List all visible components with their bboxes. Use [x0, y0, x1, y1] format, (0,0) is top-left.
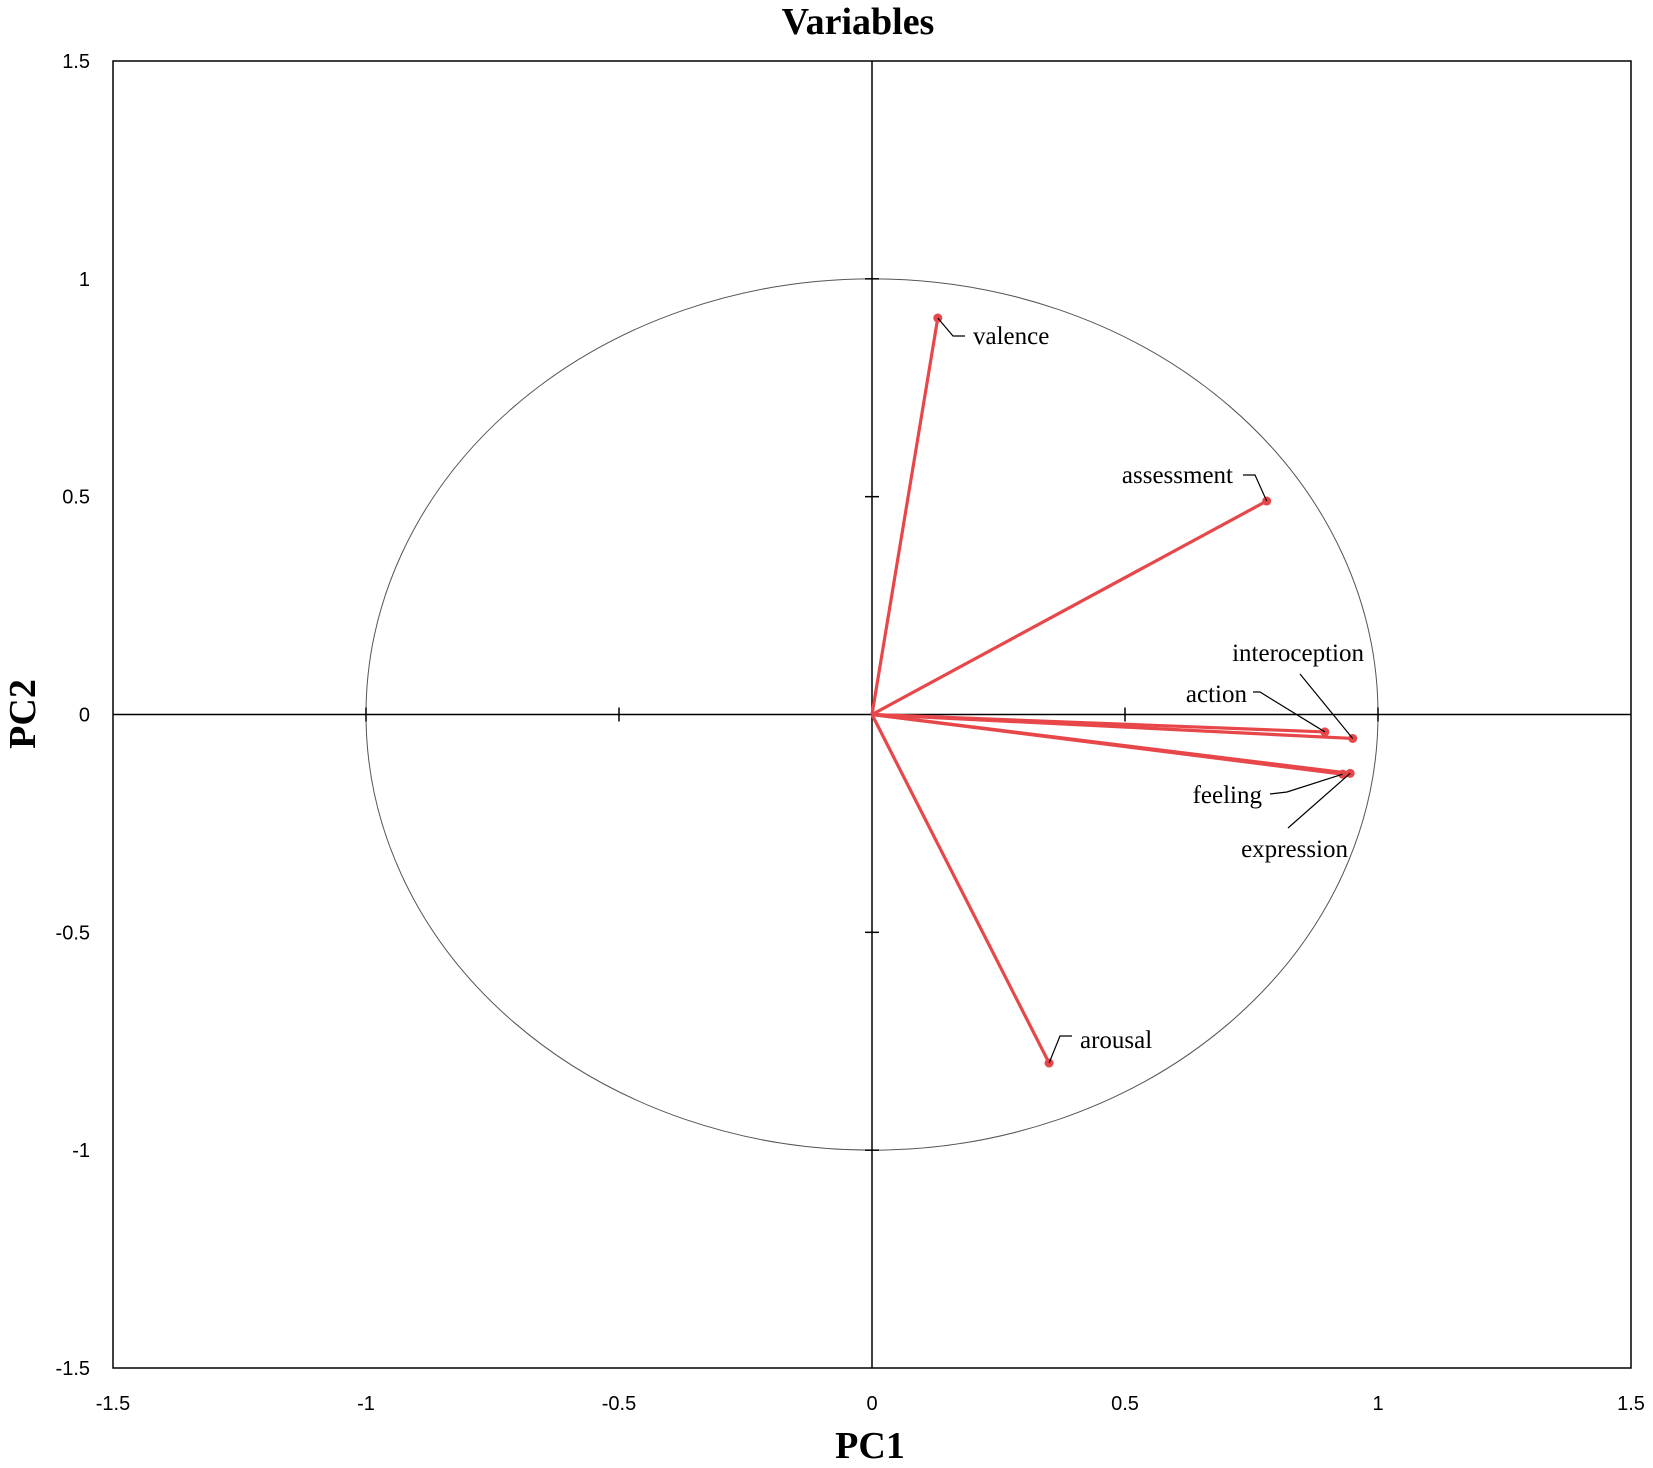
- label-feeling: feeling: [1193, 782, 1263, 809]
- y-axis-title: PC2: [2, 679, 44, 749]
- tick-labels: -1.5 -1 -0.5 0 0.5 1 1.5 -1.5 -1 -0.5 0 0.5 1 1.5: [56, 51, 1645, 1415]
- label-expression: expression: [1241, 836, 1348, 863]
- y-tick-label: 1.5: [62, 51, 90, 73]
- leader-valence: [937, 317, 965, 337]
- vector-valence: [870, 317, 940, 715]
- y-tick-label: 0: [79, 705, 90, 727]
- vector-action: [871, 712, 1325, 734]
- vector-expression: [871, 712, 1351, 775]
- label-assessment: assessment: [1122, 462, 1233, 489]
- y-tick-label: -1: [72, 1140, 90, 1162]
- x-tick-label: -1: [357, 1393, 375, 1415]
- label-valence: valence: [973, 323, 1049, 350]
- x-axis-title: PC1: [835, 1425, 905, 1467]
- x-tick-label: 1: [1372, 1393, 1383, 1415]
- label-interoception: interoception: [1232, 640, 1364, 667]
- variable-vectors: [870, 313, 1358, 1068]
- y-tick-label: -0.5: [56, 922, 90, 944]
- label-action: action: [1186, 681, 1248, 708]
- leader-interoception: [1299, 673, 1354, 739]
- y-tick-label: 1: [79, 269, 90, 291]
- chart-title: Variables: [782, 1, 935, 43]
- variable-labels: valence assessment interoception action feel…: [937, 317, 1364, 1064]
- leader-feeling: [1269, 773, 1343, 795]
- x-tick-label: 0: [866, 1393, 877, 1415]
- x-tick-label: 1.5: [1617, 1393, 1645, 1415]
- x-tick-label: 0.5: [1111, 1393, 1139, 1415]
- vector-assessment: [871, 499, 1268, 716]
- y-tick-label: 0.5: [62, 487, 90, 509]
- leader-action: [1253, 691, 1326, 733]
- leader-arousal: [1048, 1035, 1072, 1064]
- label-arousal: arousal: [1080, 1027, 1152, 1054]
- x-tick-label: -1.5: [96, 1393, 130, 1415]
- leader-expression: [1287, 772, 1351, 829]
- x-tick-label: -0.5: [602, 1393, 636, 1415]
- vector-arousal: [870, 713, 1051, 1064]
- y-tick-label: -1.5: [56, 1358, 90, 1380]
- leader-assessment: [1243, 474, 1268, 502]
